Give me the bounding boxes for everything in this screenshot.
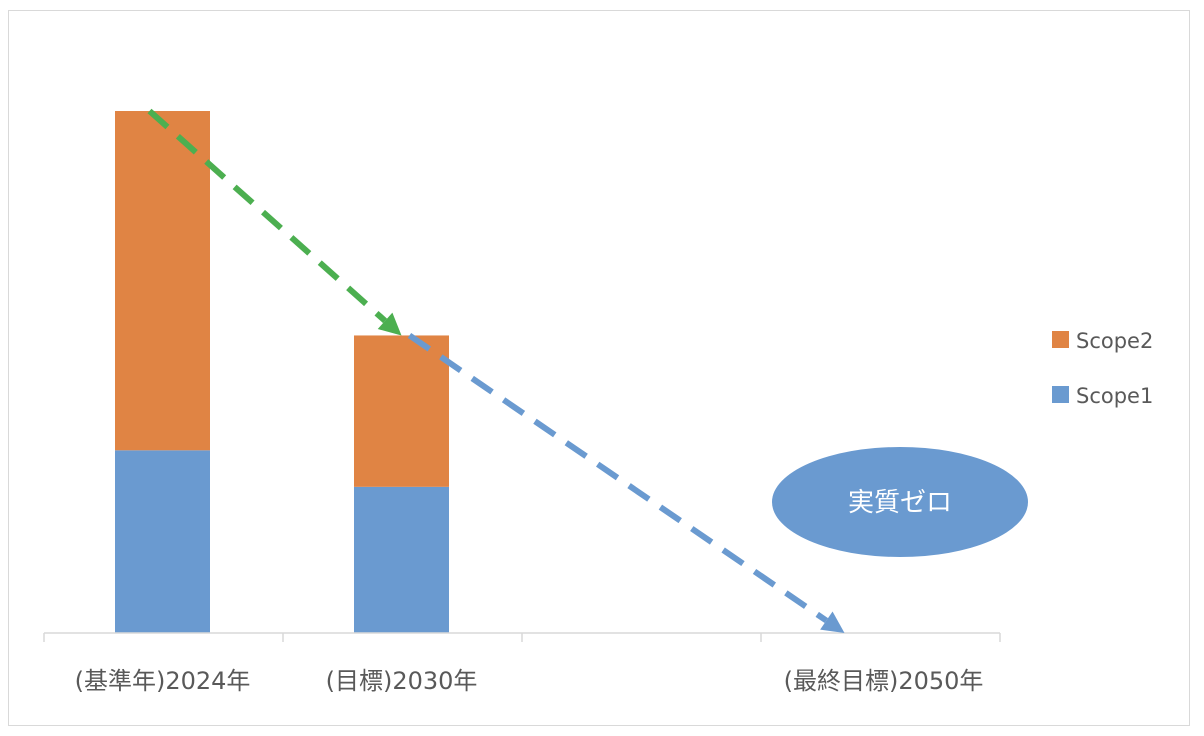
bar-scope1-1	[354, 486, 449, 633]
legend-label-scope1: Scope1	[1076, 384, 1153, 408]
bar-scope2-1	[354, 335, 449, 487]
arrow-1	[147, 108, 402, 336]
legend: Scope2 Scope1	[1052, 329, 1153, 408]
arrow-2	[407, 332, 845, 633]
arrowhead-icon	[377, 312, 402, 336]
arrowhead-icon	[820, 611, 845, 633]
net-zero-ellipse	[772, 447, 1028, 557]
bar-scope1-0	[115, 450, 210, 633]
x-tick-label: (最終目標)2050年	[784, 667, 984, 695]
x-tick-label: (基準年)2024年	[75, 667, 251, 695]
bar-scope2-0	[115, 111, 210, 451]
legend-swatch-scope1	[1052, 386, 1069, 403]
legend-label-scope2: Scope2	[1076, 329, 1153, 353]
x-tick-label: (目標)2030年	[326, 667, 478, 695]
legend-swatch-scope2	[1052, 331, 1069, 348]
chart-area	[8, 10, 1190, 726]
net-zero-label: 実質ゼロ	[848, 488, 952, 518]
